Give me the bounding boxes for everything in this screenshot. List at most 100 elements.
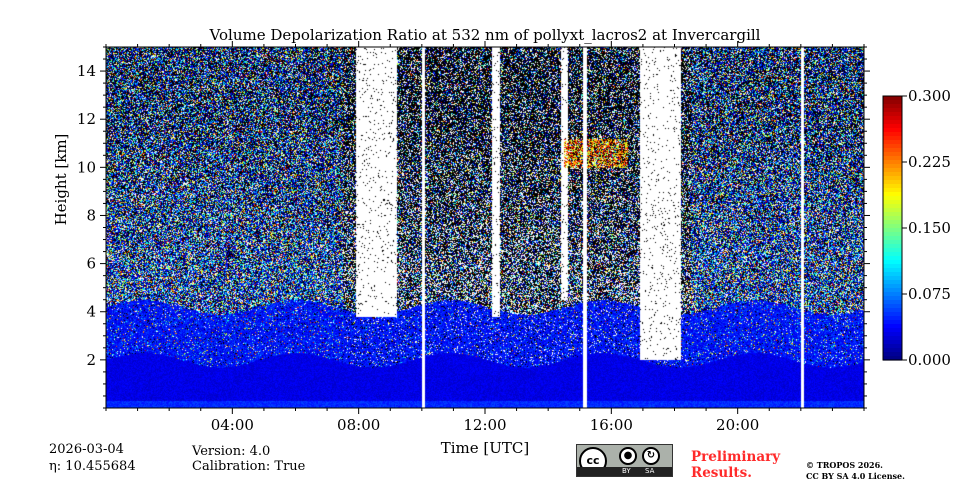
- colorbar-segment: [883, 348, 902, 353]
- colorbar-segment: [883, 96, 902, 101]
- colorbar-segment: [883, 252, 902, 257]
- colorbar-segment: [883, 216, 902, 221]
- colorbar-segment: [883, 268, 902, 273]
- preliminary-line1: Preliminary: [691, 449, 781, 465]
- colorbar-segment: [883, 144, 902, 149]
- colorbar-segment: [883, 300, 902, 305]
- colorbar-segment: [883, 332, 902, 337]
- colorbar-segment: [883, 324, 902, 329]
- colorbar-segment: [883, 312, 902, 317]
- colorbar-segment: [883, 232, 902, 237]
- x-axis-label: Time [UTC]: [441, 439, 530, 457]
- preliminary-line2: Results.: [691, 465, 752, 481]
- colorbar-tick-label: 0.150: [908, 219, 951, 237]
- colorbar-segment: [883, 212, 902, 217]
- colorbar-segment: [883, 208, 902, 213]
- x-tick-label: 08:00: [337, 416, 380, 434]
- colorbar-segment: [883, 284, 902, 289]
- cc-sa-text: SA: [645, 467, 655, 475]
- colorbar-segment: [883, 276, 902, 281]
- colorbar-segment: [883, 132, 902, 137]
- copyright-notice: © TROPOS 2026. CC BY SA 4.0 License.: [806, 460, 905, 482]
- version-label: Version: 4.0: [192, 444, 271, 459]
- x-tick-label: 16:00: [590, 416, 633, 434]
- colorbar-segment: [883, 140, 902, 145]
- colorbar-segment: [883, 320, 902, 325]
- colorbar-segment: [883, 184, 902, 189]
- colorbar-segment: [883, 116, 902, 121]
- colorbar-segment: [883, 316, 902, 321]
- colorbar-segment: [883, 160, 902, 165]
- colorbar-segment: [883, 244, 902, 249]
- cc-by-sa-logo: cc ● ↻ BY SA: [576, 444, 673, 477]
- y-tick-label: 4: [86, 303, 96, 321]
- copyright-line2: CC BY SA 4.0 License.: [806, 471, 905, 481]
- preliminary-notice: Preliminary Results.: [691, 449, 780, 481]
- y-tick-label: 6: [86, 255, 96, 273]
- colorbar-segment: [883, 176, 902, 181]
- colorbar-segment: [883, 196, 902, 201]
- colorbar-segment: [883, 292, 902, 297]
- colorbar-segment: [883, 152, 902, 157]
- by-person-icon: ●: [619, 447, 637, 465]
- colorbar-segment: [883, 128, 902, 133]
- colorbar-tick-label: 0.225: [908, 153, 951, 171]
- colorbar-segment: [883, 164, 902, 169]
- colorbar-segment: [883, 356, 902, 361]
- x-tick-label: 20:00: [716, 416, 759, 434]
- colorbar-segment: [883, 288, 902, 293]
- colorbar-segment: [883, 352, 902, 357]
- cc-by-text: BY: [622, 467, 631, 475]
- colorbar-segment: [883, 260, 902, 265]
- colorbar-segment: [883, 264, 902, 269]
- colorbar-segment: [883, 328, 902, 333]
- colorbar-segment: [883, 204, 902, 209]
- colorbar-segment: [883, 120, 902, 125]
- colorbar-segment: [883, 112, 902, 117]
- depolarization-heatmap: [106, 47, 864, 408]
- colorbar-segment: [883, 336, 902, 341]
- colorbar-segment: [883, 224, 902, 229]
- plot-frame: [105, 46, 865, 409]
- colorbar-segment: [883, 308, 902, 313]
- x-tick-label: 04:00: [211, 416, 254, 434]
- eta-label: η: 10.455684: [49, 459, 136, 474]
- colorbar-segment: [883, 272, 902, 277]
- colorbar-tick-label: 0.000: [908, 351, 951, 369]
- colorbar-tick-label: 0.300: [908, 87, 951, 105]
- colorbar-segment: [883, 236, 902, 241]
- colorbar-segment: [883, 168, 902, 173]
- colorbar-segment: [883, 220, 902, 225]
- y-tick-label: 10: [77, 158, 96, 176]
- colorbar-segment: [883, 280, 902, 285]
- sa-share-icon: ↻: [642, 447, 660, 465]
- colorbar-segment: [883, 256, 902, 261]
- x-tick-label: 12:00: [463, 416, 506, 434]
- colorbar-segment: [883, 240, 902, 245]
- colorbar-segment: [883, 148, 902, 153]
- y-tick-label: 14: [77, 62, 96, 80]
- colorbar-segment: [883, 248, 902, 253]
- colorbar-segment: [883, 192, 902, 197]
- y-axis-label: Height [km]: [52, 134, 70, 226]
- colorbar-segment: [883, 108, 902, 113]
- colorbar-segment: [883, 156, 902, 161]
- chart-title: Volume Depolarization Ratio at 532 nm of…: [209, 26, 761, 44]
- colorbar-segment: [883, 340, 902, 345]
- colorbar-tick-label: 0.075: [908, 285, 951, 303]
- colorbar-segment: [883, 104, 902, 109]
- y-tick-label: 2: [86, 351, 96, 369]
- copyright-line1: © TROPOS 2026.: [806, 460, 883, 470]
- colorbar-segment: [883, 200, 902, 205]
- colorbar-segment: [883, 344, 902, 349]
- colorbar-segment: [883, 228, 902, 233]
- calibration-label: Calibration: True: [192, 459, 306, 474]
- colorbar-segment: [883, 136, 902, 141]
- colorbar-segment: [883, 188, 902, 193]
- colorbar-segment: [883, 304, 902, 309]
- colorbar-segment: [883, 296, 902, 301]
- y-tick-label: 8: [86, 206, 96, 224]
- colorbar-segment: [883, 172, 902, 177]
- y-tick-label: 12: [77, 110, 96, 128]
